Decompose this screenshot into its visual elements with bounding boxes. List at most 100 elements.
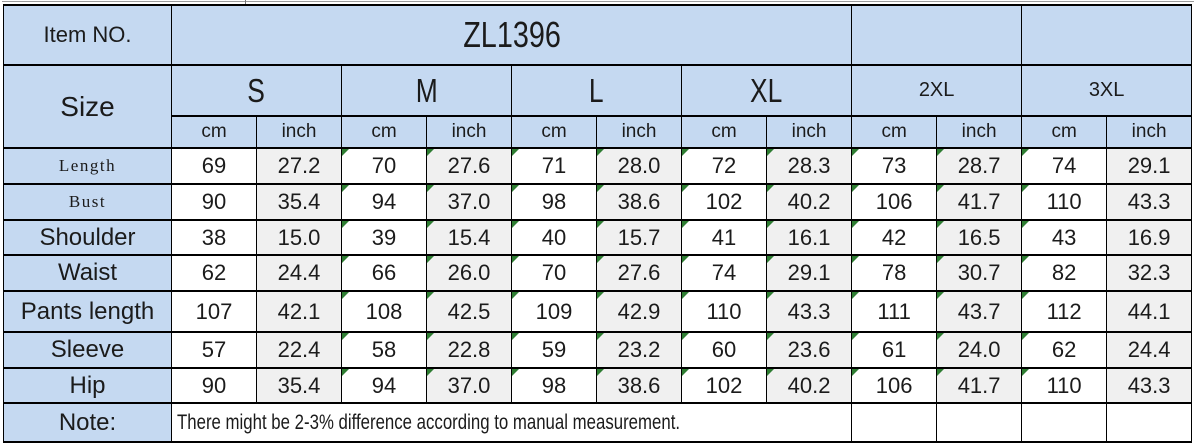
note-row: Note: There might be 2-3% difference acc… [3, 402, 1193, 443]
cell-error-indicator-icon [1022, 257, 1030, 263]
measurement-value-cell: 111 [851, 290, 938, 333]
measurement-value-cell: 41 [681, 219, 767, 256]
cell-error-indicator-icon [767, 370, 774, 376]
measurement-value-cell: 90 [171, 367, 257, 404]
cell-error-indicator-icon [427, 370, 434, 376]
measurement-value: 90 [201, 372, 227, 398]
size-header-s: S [171, 64, 342, 117]
measurement-value-cell: 66 [341, 254, 427, 292]
cell-error-indicator-icon [937, 222, 945, 228]
measurement-value-cell: 22.8 [426, 331, 512, 369]
item-no-row: Item NO. ZL1396 [3, 4, 1193, 66]
measurement-value: 42.9 [617, 298, 661, 324]
measurement-value: 59 [541, 337, 567, 362]
cell-error-indicator-icon [767, 257, 774, 263]
measurement-value: 28.7 [957, 153, 1001, 178]
unit-cm-header: cm [851, 115, 938, 149]
measurement-value-cell: 110 [681, 290, 767, 333]
measurement-value: 43.3 [1127, 372, 1171, 398]
size-header-m: M [341, 64, 512, 117]
measurement-value-cell: 29.1 [765, 254, 853, 292]
cell-error-indicator-icon [1022, 370, 1030, 376]
cell-error-indicator-icon [767, 334, 774, 340]
measurement-value-cell: 108 [341, 290, 427, 333]
measurement-value: 74 [1051, 153, 1077, 178]
measurement-label: Length [3, 147, 172, 185]
cell-error-indicator-icon [767, 186, 774, 192]
measurement-value: 69 [201, 153, 227, 178]
unit-cm-header: cm [511, 115, 597, 149]
measurement-value-cell: 41.7 [936, 367, 1023, 404]
measurement-value-cell: 26.0 [426, 254, 512, 292]
item-no-value-text: ZL1396 [462, 14, 561, 55]
measurement-value-cell: 102 [681, 183, 767, 221]
cell-error-indicator-icon [342, 257, 349, 263]
measurement-label: Hip [3, 367, 172, 404]
measurement-value: 108 [365, 298, 403, 324]
measurement-value: 15.4 [447, 224, 491, 250]
measurement-value-cell: 72 [681, 147, 767, 185]
unit-inch-header: inch [256, 115, 342, 149]
measurement-value: 106 [875, 189, 913, 214]
measurement-value: 43.3 [1127, 189, 1171, 214]
measurement-value: 28.0 [617, 153, 661, 178]
cell-error-indicator-icon [767, 293, 774, 299]
empty-note-cell [1021, 402, 1108, 443]
measurement-value-cell: 40 [511, 219, 597, 256]
measurement-value: 16.1 [787, 224, 831, 250]
cell-error-indicator-icon [427, 222, 434, 228]
measurement-value-cell: 43.3 [765, 290, 853, 333]
cell-error-indicator-icon [852, 293, 860, 299]
measurement-value: 38.6 [617, 189, 661, 214]
measurement-value: 110 [1046, 372, 1082, 398]
cell-error-indicator-icon [512, 257, 519, 263]
size-header-2xl: 2XL [851, 64, 1023, 117]
item-no-label: Item NO. [3, 4, 172, 66]
measurement-value-cell: 27.6 [596, 254, 682, 292]
measurement-value: 37.0 [447, 372, 491, 398]
measurement-value: 22.4 [277, 337, 321, 362]
measurement-value: 42 [881, 224, 907, 250]
measurement-value: 32.3 [1127, 260, 1171, 285]
cell-error-indicator-icon [342, 334, 349, 340]
measurement-value: 42.1 [277, 298, 321, 324]
cell-error-indicator-icon [682, 222, 689, 228]
measurement-value-cell: 78 [851, 254, 938, 292]
measurement-row: Waist 62 24.4 66 26.0 70 27.6 74 29.1 78 30.7 82 32.… [3, 254, 1193, 292]
measurement-value-cell: 74 [681, 254, 767, 292]
measurement-value-cell: 102 [681, 367, 767, 404]
cell-error-indicator-icon [512, 370, 519, 376]
unit-cm-header: cm [1021, 115, 1108, 149]
cell-error-indicator-icon [1022, 334, 1030, 340]
cell-error-indicator-icon [1022, 222, 1030, 228]
size-chart-table: Item NO. ZL1396 Size S M L XL 2XL 3XL cm… [3, 4, 1193, 443]
measurement-value-cell: 90 [171, 183, 257, 221]
measurement-value-cell: 16.1 [765, 219, 853, 256]
measurement-value: 66 [371, 260, 397, 285]
measurement-value: 16.9 [1127, 224, 1171, 250]
unit-inch-header: inch [596, 115, 682, 149]
measurement-value: 60 [711, 337, 737, 362]
measurement-value-cell: 109 [511, 290, 597, 333]
measurement-value-cell: 37.0 [426, 367, 512, 404]
cell-error-indicator-icon [512, 186, 519, 192]
measurement-value: 44.1 [1127, 298, 1171, 324]
measurement-value: 38 [201, 224, 227, 250]
measurement-value-cell: 98 [511, 183, 597, 221]
empty-note-cell [1106, 402, 1193, 443]
cell-error-indicator-icon [597, 150, 604, 156]
cell-error-indicator-icon [937, 370, 945, 376]
measurement-value-cell: 61 [851, 331, 938, 369]
measurement-value-cell: 29.1 [1106, 147, 1193, 185]
measurement-value-cell: 106 [851, 183, 938, 221]
cell-error-indicator-icon [682, 293, 689, 299]
measurement-value-cell: 42.5 [426, 290, 512, 333]
measurement-value-cell: 23.2 [596, 331, 682, 369]
unit-inch-header: inch [426, 115, 512, 149]
measurement-value-cell: 30.7 [936, 254, 1023, 292]
cell-error-indicator-icon [852, 334, 860, 340]
cell-error-indicator-icon [682, 186, 689, 192]
measurement-value: 27.6 [617, 260, 661, 285]
size-header-s-text: S [247, 71, 266, 109]
